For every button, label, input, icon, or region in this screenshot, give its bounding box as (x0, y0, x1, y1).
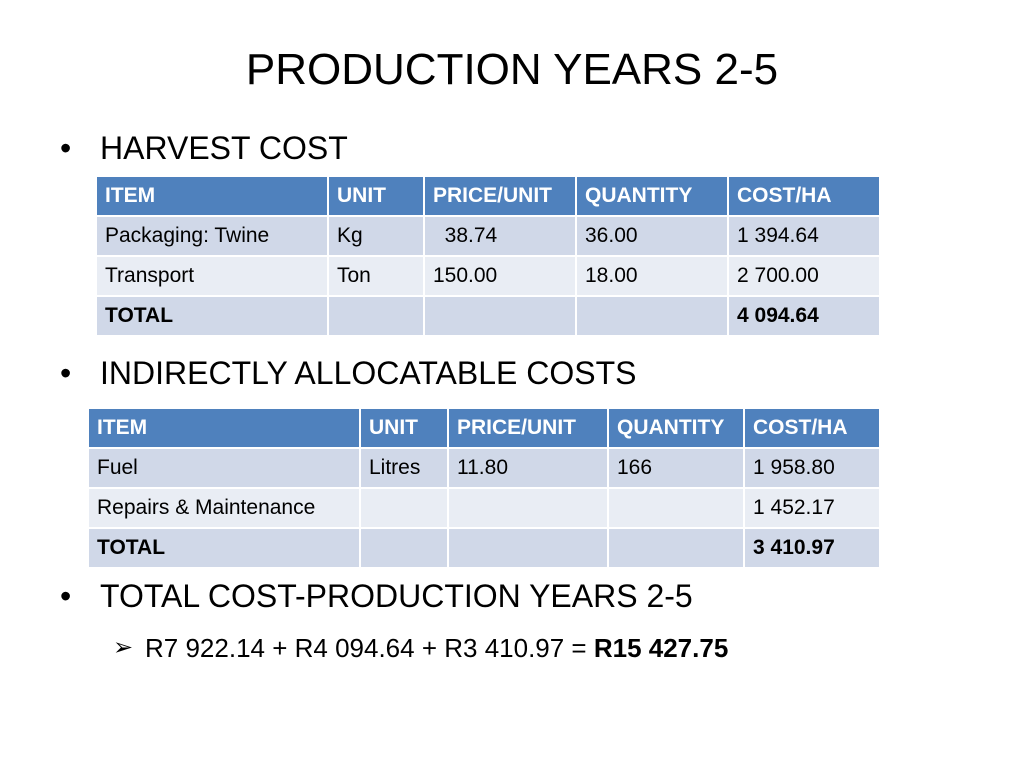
table-total-row: TOTAL 3 410.97 (87, 527, 881, 569)
table-row: Transport Ton 150.00 18.00 2 700.00 (95, 255, 881, 297)
table-cell (447, 527, 609, 569)
table-cell (575, 295, 729, 337)
arrow-bullet-icon: ➢ (113, 634, 134, 661)
bullet-indirect-label: INDIRECTLY ALLOCATABLE COSTS (100, 355, 637, 391)
table-cell: TOTAL (95, 295, 329, 337)
table-header-row: ITEM UNIT PRICE/UNIT QUANTITY COST/HA (87, 407, 881, 449)
bullet-harvest-label: HARVEST COST (100, 130, 348, 166)
header-cell: UNIT (359, 407, 449, 449)
table-cell: Packaging: Twine (95, 215, 329, 257)
table-cell: 1 958.80 (743, 447, 881, 489)
table-header-row: ITEM UNIT PRICE/UNIT QUANTITY COST/HA (95, 175, 881, 217)
table-cell: 4 094.64 (727, 295, 881, 337)
equation-result: R15 427.75 (593, 633, 729, 663)
slide-title: PRODUCTION YEARS 2-5 (245, 45, 779, 94)
header-cell: ITEM (95, 175, 329, 217)
table-cell: 1 452.17 (743, 487, 881, 529)
table-cell: 3 410.97 (743, 527, 881, 569)
table-cell (607, 487, 745, 529)
table-cell (447, 487, 609, 529)
table-cell: 18.00 (575, 255, 729, 297)
header-cell: ITEM (87, 407, 361, 449)
header-cell: QUANTITY (575, 175, 729, 217)
harvest-cost-table: ITEM UNIT PRICE/UNIT QUANTITY COST/HA Pa… (95, 175, 881, 337)
indirect-cost-table: ITEM UNIT PRICE/UNIT QUANTITY COST/HA Fu… (87, 407, 881, 569)
header-cell: PRICE/UNIT (447, 407, 609, 449)
table-cell (359, 487, 449, 529)
header-cell: PRICE/UNIT (423, 175, 577, 217)
table-cell: 166 (607, 447, 745, 489)
bullet-dot-icon: • (60, 130, 72, 166)
bullet-dot-icon: • (60, 578, 72, 614)
table-row: Repairs & Maintenance 1 452.17 (87, 487, 881, 529)
table-cell: Ton (327, 255, 425, 297)
header-cell: QUANTITY (607, 407, 745, 449)
table-cell: Kg (327, 215, 425, 257)
bullet-harvest-cost: • HARVEST COST (60, 128, 348, 168)
bullet-dot-icon: • (60, 355, 72, 391)
table-cell: 38.74 (423, 215, 577, 257)
table-cell: 2 700.00 (727, 255, 881, 297)
bullet-total-cost: • TOTAL COST-PRODUCTION YEARS 2-5 (60, 576, 693, 616)
table-cell: 1 394.64 (727, 215, 881, 257)
table-cell: TOTAL (87, 527, 361, 569)
header-cell: COST/HA (727, 175, 881, 217)
table-cell: Repairs & Maintenance (87, 487, 361, 529)
bullet-total-label: TOTAL COST-PRODUCTION YEARS 2-5 (100, 578, 693, 614)
header-cell: COST/HA (743, 407, 881, 449)
table-cell: Fuel (87, 447, 361, 489)
table-cell: Transport (95, 255, 329, 297)
table-cell (327, 295, 425, 337)
table-cell (359, 527, 449, 569)
table-row: Packaging: Twine Kg 38.74 36.00 1 394.64 (95, 215, 881, 257)
table-cell: Litres (359, 447, 449, 489)
table-cell (423, 295, 577, 337)
table-total-row: TOTAL 4 094.64 (95, 295, 881, 337)
equation-text: R7 922.14 + R4 094.64 + R3 410.97 = (145, 633, 594, 663)
table-cell: 36.00 (575, 215, 729, 257)
total-cost-equation: ➢ R7 922.14 + R4 094.64 + R3 410.97 = R1… (113, 628, 728, 668)
table-cell: 150.00 (423, 255, 577, 297)
bullet-indirect-costs: • INDIRECTLY ALLOCATABLE COSTS (60, 353, 636, 393)
table-cell (607, 527, 745, 569)
header-cell: UNIT (327, 175, 425, 217)
table-row: Fuel Litres 11.80 166 1 958.80 (87, 447, 881, 489)
table-cell: 11.80 (447, 447, 609, 489)
